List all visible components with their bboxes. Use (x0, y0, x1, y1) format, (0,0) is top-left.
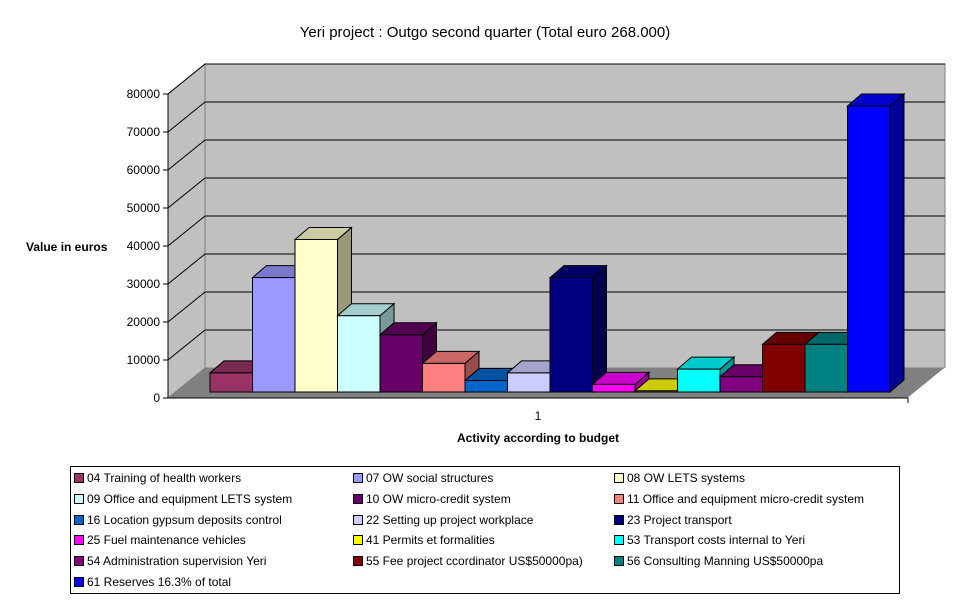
legend-label: 09 Office and equipment LETS system (87, 491, 293, 506)
legend-label: 55 Fee project ccordinator US$50000pa) (366, 554, 583, 569)
bar (846, 92, 906, 394)
legend-swatch (614, 556, 624, 567)
y-tick-label: 60000 (127, 163, 161, 177)
legend-label: 10 OW micro-credit system (366, 491, 511, 506)
legend-item: 16 Location gypsum deposits control (74, 512, 282, 528)
y-tick-label: 50000 (127, 201, 161, 215)
bar (548, 264, 608, 394)
legend-label: 61 Reserves 16.3% of total (87, 575, 232, 589)
legend-item: 10 OW micro-credit system (353, 491, 511, 507)
y-tick-label: 10000 (127, 353, 161, 367)
gridline-side (167, 139, 206, 171)
gridline-side (167, 253, 206, 285)
legend-swatch (74, 473, 84, 483)
legend-label: 25 Fuel maintenance vehicles (87, 533, 246, 548)
gridline-side (167, 329, 206, 361)
legend-item: 11 Office and equipment micro-credit sys… (614, 491, 864, 507)
legend-swatch (353, 514, 363, 525)
bar-front (507, 372, 551, 393)
legend-label: 23 Project transport (627, 512, 732, 527)
legend-label: 54 Administration supervision Yeri (87, 554, 267, 569)
bar-front (464, 380, 508, 393)
floor-edge (907, 367, 946, 399)
legend-item: 25 Fuel maintenance vehicles (74, 532, 246, 548)
bar-front (804, 343, 848, 393)
legend-item: 08 OW LETS systems (614, 470, 745, 486)
legend-swatch (74, 556, 84, 567)
legend-swatch (353, 473, 363, 483)
legend-swatch (74, 535, 84, 546)
legend-item: 09 Office and equipment LETS system (74, 491, 292, 507)
bar-side (889, 92, 905, 394)
bar-side (592, 264, 607, 394)
gridline-side (167, 215, 206, 247)
bar (591, 371, 651, 394)
legend-label: 16 Location gypsum deposits control (87, 512, 282, 527)
bar-front (549, 277, 593, 393)
gridline-side (167, 177, 206, 209)
y-axis-label: Value in euros (26, 240, 108, 254)
bar-front (337, 315, 381, 393)
bar-front (762, 343, 806, 393)
legend-swatch (614, 514, 624, 525)
gridline-side (167, 291, 206, 323)
y-tick-label: 40000 (127, 239, 161, 253)
bar-front (847, 105, 891, 393)
y-tick-label: 70000 (127, 125, 161, 139)
bar-front (677, 368, 721, 393)
legend-item: 53 Transport costs internal to Yeri (614, 532, 805, 548)
legend-label: 22 Setting up project workplace (366, 512, 534, 527)
legend-label: 08 OW LETS systems (627, 471, 746, 485)
legend-label: 53 Transport costs internal to Yeri (627, 533, 806, 548)
legend-item: 41 Permits et formalities (353, 532, 495, 548)
legend-swatch (614, 493, 624, 504)
gridline-side (167, 63, 206, 95)
legend-swatch (353, 556, 363, 567)
y-tick-label: 0 (153, 391, 160, 405)
legend-swatch (74, 493, 84, 504)
legend-label: 11 Office and equipment micro-credit sys… (627, 491, 864, 506)
y-axis-ticks: 0 10000 20000 30000 40000 50000 60000 70000 8000… (127, 87, 946, 405)
legend-swatch (74, 577, 84, 587)
bar-front (719, 376, 763, 393)
legend-item: 54 Administration supervision Yeri (74, 553, 266, 569)
legend-swatch (353, 535, 363, 546)
legend: 04 Training of health workers 07 OW socia… (70, 466, 900, 594)
legend-swatch (614, 535, 624, 546)
legend-item: 55 Fee project ccordinator US$50000pa) (353, 553, 583, 569)
bar-front (209, 372, 253, 393)
legend-item: 04 Training of health workers (74, 470, 241, 486)
bar-front (294, 238, 338, 393)
bar-front (252, 277, 296, 393)
legend-label: 56 Consulting Manning US$50000pa (627, 554, 824, 569)
legend-item: 56 Consulting Manning US$50000pa (614, 553, 823, 569)
y-tick-label: 20000 (127, 315, 161, 329)
bar-front (634, 390, 678, 393)
legend-label: 04 Training of health workers (87, 471, 242, 485)
chart-title: Yeri project : Outgo second quarter (Tot… (300, 24, 671, 41)
x-tick-label: 1 (535, 409, 542, 423)
legend-item: 07 OW social structures (353, 470, 493, 486)
legend-swatch (614, 473, 624, 483)
legend-label: 41 Permits et formalities (366, 533, 495, 548)
legend-item: 61 Reserves 16.3% of total (74, 574, 231, 590)
bars (208, 92, 906, 394)
legend-item: 22 Setting up project workplace (353, 512, 533, 528)
y-tick-label: 30000 (127, 277, 161, 291)
legend-swatch (353, 493, 363, 504)
bar-front (379, 334, 423, 393)
legend-swatch (74, 514, 84, 525)
x-axis-label: Activity according to budget (457, 431, 619, 445)
bar-front (422, 362, 466, 393)
gridline-side (167, 101, 206, 133)
legend-label: 07 OW social structures (366, 471, 494, 485)
bar-front (592, 383, 636, 393)
legend-item: 23 Project transport (614, 512, 732, 528)
y-tick-label: 80000 (127, 87, 161, 101)
